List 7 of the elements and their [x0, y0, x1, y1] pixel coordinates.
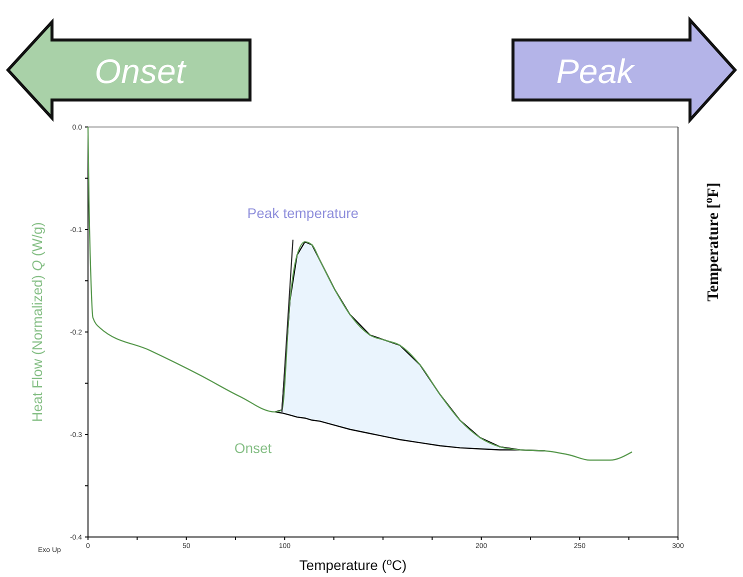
annotation: Onset — [234, 440, 272, 456]
line-series — [87, 126, 633, 461]
annotation: Peak temperature — [247, 204, 359, 221]
y-axis-title: Heat Flow (Normalized) Q (W/g) — [29, 222, 45, 422]
x-axis-title: Temperature ($^{o}$C) — [299, 556, 407, 573]
text: Peak — [556, 53, 636, 91]
text: Onset — [94, 53, 187, 91]
